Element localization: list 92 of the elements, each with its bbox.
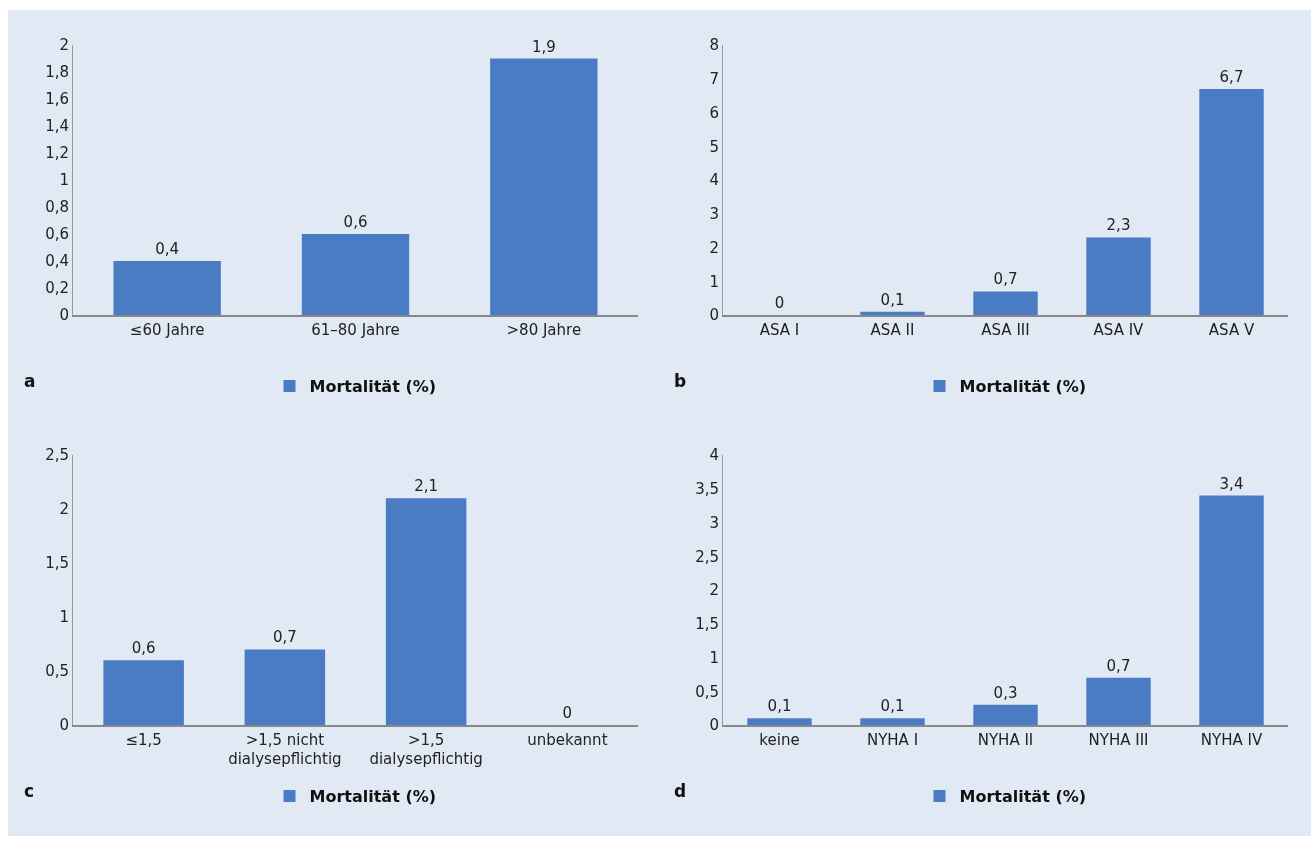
data-label: 0,1: [767, 697, 792, 716]
bar: [385, 498, 467, 725]
data-label: 3,4: [1219, 474, 1244, 493]
legend-label: Mortalität (%): [959, 787, 1087, 807]
y-tick-label: 4: [709, 171, 719, 190]
x-tick-label: unbekannt: [527, 730, 608, 749]
x-tick-label: NYHA I: [866, 730, 919, 749]
data-label: 0,6: [343, 213, 368, 231]
y-tick-label: 3: [709, 513, 719, 532]
data-label: 6,7: [1219, 67, 1244, 86]
y-tick-label: 0: [59, 716, 69, 735]
y-tick-label: 3: [709, 205, 719, 223]
bar: [301, 234, 410, 315]
x-tick-label: 61–80 Jahre: [311, 320, 400, 339]
data-label: 2,3: [1106, 216, 1131, 235]
y-tick-label: 1,6: [45, 90, 69, 109]
bar: [860, 311, 925, 315]
y-tick-label: 1,2: [45, 144, 69, 163]
y-tick-label: 1: [59, 608, 69, 627]
y-tick-label: 1: [709, 272, 719, 291]
bar: [860, 718, 925, 725]
text: c: [24, 781, 35, 801]
data-label: 1,9: [531, 37, 556, 56]
y-tick-label: 2,5: [45, 446, 69, 465]
bar: [747, 718, 812, 725]
x-tick-label: ASA III: [981, 320, 1030, 339]
y-tick-label: 0,5: [45, 662, 69, 681]
y-tick-label: 1: [709, 648, 719, 667]
y-tick-label: 0,6: [45, 225, 69, 244]
data-label: 0,1: [880, 697, 905, 716]
x-tick-label: ≤60 Jahre: [129, 320, 205, 339]
y-tick-label: 2: [59, 36, 69, 55]
y-tick-label: 0,8: [45, 198, 69, 217]
x-tick-label: keine: [759, 730, 800, 749]
bar: [1199, 495, 1264, 725]
bar: [1086, 237, 1151, 315]
y-tick-label: 0,4: [45, 252, 69, 271]
x-tick-label: >1,5 nicht dialysepflichtig: [228, 730, 342, 768]
data-label: 0,4: [155, 240, 180, 258]
y-tick-label: 1,4: [45, 117, 69, 136]
x-tick-label: ASA IV: [1093, 320, 1145, 339]
legend-label: Mortalität (%): [309, 377, 437, 397]
y-tick-label: 5: [709, 137, 719, 156]
text: b: [674, 371, 687, 391]
legend-label: Mortalität (%): [959, 377, 1087, 397]
bar: [244, 649, 326, 725]
y-tick-label: 6: [709, 103, 719, 122]
x-tick-label: ASA I: [759, 320, 800, 339]
y-tick-label: 8: [709, 36, 719, 55]
y-tick-label: 1: [59, 171, 69, 190]
y-tick-label: 2: [59, 500, 69, 519]
data-label: 0,6: [131, 639, 156, 658]
y-tick-label: 1,5: [45, 554, 69, 573]
x-tick-label: ≤1,5: [125, 730, 162, 749]
data-label: 0: [562, 704, 573, 722]
data-label: 2,1: [414, 477, 439, 496]
text: d: [674, 781, 687, 801]
x-tick-label: >1,5 dialysepflichtig: [369, 730, 483, 768]
x-tick-label: ASA II: [870, 320, 915, 339]
data-label: 0: [774, 294, 785, 312]
y-tick-label: 0: [709, 306, 719, 325]
y-tick-label: 4: [709, 446, 719, 465]
y-tick-label: 0: [709, 716, 719, 735]
x-tick-label: >80 Jahre: [506, 320, 582, 339]
bar: [1199, 88, 1264, 315]
y-tick-label: 1,5: [695, 615, 719, 633]
x-tick-label: NYHA IV: [1200, 730, 1263, 749]
y-tick-label: 7: [709, 70, 719, 88]
text: a: [24, 371, 36, 391]
y-tick-label: 0,2: [45, 279, 69, 298]
y-tick-label: 0: [59, 306, 69, 325]
bar: [490, 58, 598, 315]
y-tick-label: 0,5: [695, 682, 719, 701]
y-tick-label: 2: [709, 581, 719, 600]
data-label: 0,7: [272, 628, 297, 647]
y-tick-label: 2,5: [695, 547, 719, 566]
data-label: 0,1: [880, 290, 905, 309]
y-tick-label: 1,8: [45, 63, 69, 82]
data-label: 0,7: [1106, 656, 1131, 675]
x-tick-label: ASA V: [1208, 320, 1255, 339]
data-label: 0,3: [993, 683, 1018, 702]
bar: [103, 660, 184, 725]
bar: [1086, 677, 1151, 725]
legend-label: Mortalität (%): [309, 787, 437, 807]
bar: [973, 704, 1038, 725]
x-tick-label: NYHA III: [1088, 730, 1149, 749]
data-label: 0,7: [993, 270, 1018, 289]
bar: [973, 291, 1038, 315]
y-tick-label: 2: [709, 238, 719, 257]
x-tick-label: NYHA II: [977, 730, 1034, 749]
y-tick-label: 3,5: [695, 480, 719, 498]
bar: [113, 261, 221, 315]
